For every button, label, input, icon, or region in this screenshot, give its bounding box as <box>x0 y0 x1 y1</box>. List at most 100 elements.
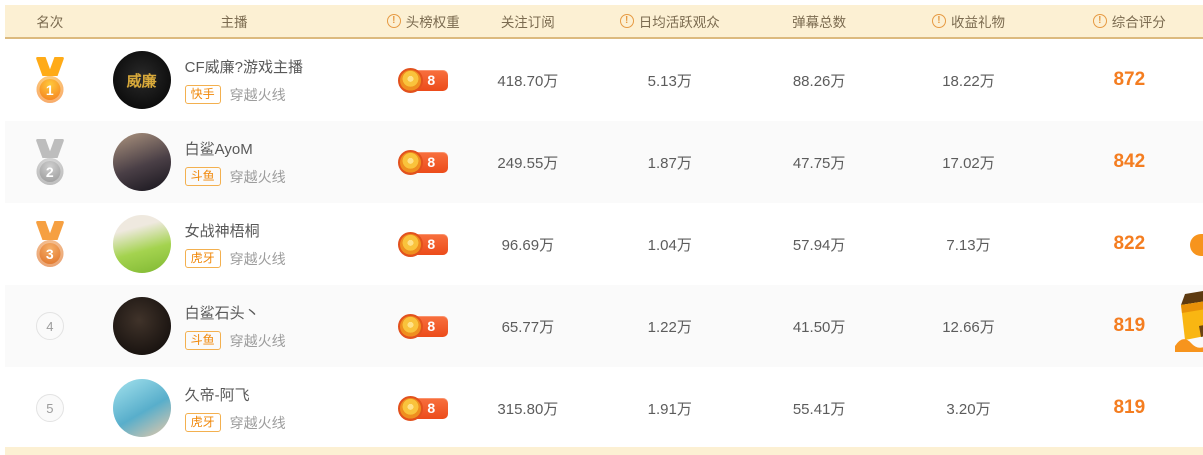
table-row[interactable]: 4 4 白鲨石头丶 斗鱼 穿越火线 <box>5 285 1203 367</box>
weight-cell: 8 <box>374 149 474 175</box>
weight-badge: 8 <box>398 149 449 175</box>
table-body: 1 1 威廉 CF威廉?游戏主播 快手 穿越火线 <box>5 39 1203 449</box>
table-header-cell: 名次 <box>5 11 95 31</box>
streamer-info: CF威廉?游戏主播 快手 穿越火线 <box>184 56 303 105</box>
rank-number: 2 <box>36 158 64 185</box>
streamer-name[interactable]: 久帝-阿飞 <box>184 386 250 404</box>
score-value: 872 <box>1113 69 1146 90</box>
rank-cell: 1 1 <box>5 57 95 103</box>
weight-medal-icon <box>398 313 424 339</box>
daily-viewers-value: 1.04万 <box>647 236 692 254</box>
streamer-meta: 虎牙 穿越火线 <box>184 249 286 269</box>
danmaku-value: 88.26万 <box>792 72 846 90</box>
game-name: 穿越火线 <box>229 250 286 267</box>
platform-tag: 斗鱼 <box>184 331 221 350</box>
rank-medal-icon: 2 <box>34 139 66 185</box>
weight-cell: 8 <box>374 67 474 93</box>
rank-number: 1 <box>36 76 64 103</box>
weight-badge: 8 <box>398 313 449 339</box>
table-header-cell: ! 头榜权重 <box>373 11 473 31</box>
column-label: 关注订阅 <box>500 15 555 30</box>
game-name: 穿越火线 <box>229 168 286 185</box>
streamer-info: 白鲨AyoM 斗鱼 穿越火线 <box>184 138 286 187</box>
info-icon[interactable]: ! <box>386 14 401 28</box>
weight-cell: 8 <box>374 313 474 339</box>
followers-value: 96.69万 <box>501 236 555 254</box>
streamer-name[interactable]: CF威廉?游戏主播 <box>184 58 303 76</box>
rank-cell: 5 5 <box>5 394 95 422</box>
platform-tag: 快手 <box>184 85 221 104</box>
gifts-value: 18.22万 <box>942 72 995 90</box>
streamer-cell: 白鲨AyoM 斗鱼 穿越火线 <box>95 133 374 191</box>
gifts-value: 17.02万 <box>942 154 995 172</box>
gifts-value: 12.66万 <box>942 318 995 336</box>
game-name: 穿越火线 <box>229 332 286 349</box>
rank-cell: 2 2 <box>5 139 95 185</box>
info-icon[interactable]: ! <box>931 14 946 28</box>
platform-tag: 虎牙 <box>184 249 221 268</box>
followers-value: 65.77万 <box>501 318 555 336</box>
streamer-cell: 久帝-阿飞 虎牙 穿越火线 <box>95 379 374 437</box>
score-value: 842 <box>1113 151 1146 172</box>
daily-viewers-value: 1.87万 <box>647 154 692 172</box>
table-row[interactable]: 1 1 威廉 CF威廉?游戏主播 快手 穿越火线 <box>5 39 1203 121</box>
weight-badge: 8 <box>398 67 449 93</box>
daily-viewers-value: 5.13万 <box>647 72 692 90</box>
game-name: 穿越火线 <box>229 414 286 431</box>
table-header-cell: ! 综合评分 <box>1056 11 1203 31</box>
score-value: 822 <box>1113 233 1146 254</box>
table-row[interactable]: 5 5 久帝-阿飞 虎牙 穿越火线 <box>5 367 1203 449</box>
weight-medal-icon <box>398 395 424 421</box>
column-label: 日均活跃观众 <box>638 15 720 30</box>
platform-tag: 斗鱼 <box>184 167 221 186</box>
avatar[interactable] <box>112 379 171 437</box>
avatar[interactable] <box>112 215 171 273</box>
floating-widget[interactable] <box>1175 234 1203 364</box>
streamer-name[interactable]: 白鲨AyoM <box>184 140 253 158</box>
platform-tag: 虎牙 <box>184 413 221 432</box>
info-icon[interactable]: ! <box>619 14 634 28</box>
table-header-cell: 弹幕总数 <box>757 11 881 31</box>
table-row[interactable]: 2 2 白鲨AyoM 斗鱼 穿越火线 <box>5 121 1203 203</box>
streamer-name[interactable]: 女战神梧桐 <box>184 222 260 240</box>
streamer-info: 白鲨石头丶 斗鱼 穿越火线 <box>184 302 286 351</box>
next-section-band <box>5 447 1203 455</box>
streamer-cell: 女战神梧桐 虎牙 穿越火线 <box>95 215 374 273</box>
avatar[interactable]: 威廉 <box>112 51 171 109</box>
rank-number: 3 <box>36 240 64 267</box>
table-row[interactable]: 3 3 女战神梧桐 虎牙 穿越火线 <box>5 203 1203 285</box>
streamer-meta: 斗鱼 穿越火线 <box>184 167 286 187</box>
table-header-row: 名次 主播 ! 头榜权重 关注订阅 ! <box>5 5 1203 39</box>
followers-value: 418.70万 <box>497 72 559 90</box>
avatar[interactable] <box>112 133 171 191</box>
treasure-box-icon[interactable] <box>1175 286 1203 356</box>
followers-value: 249.55万 <box>497 154 559 172</box>
info-icon[interactable]: ! <box>1092 14 1107 28</box>
table-header-cell: ! 日均活跃观众 <box>583 11 757 31</box>
column-label: 主播 <box>220 15 248 30</box>
avatar[interactable] <box>112 297 171 355</box>
weight-badge: 8 <box>398 395 449 421</box>
streamer-meta: 虎牙 穿越火线 <box>184 413 286 433</box>
weight-cell: 8 <box>374 231 474 257</box>
weight-medal-icon <box>398 67 424 93</box>
streamer-meta: 快手 穿越火线 <box>184 85 303 105</box>
danmaku-value: 55.41万 <box>792 400 846 418</box>
rank-cell: 4 4 <box>5 312 95 340</box>
score-value: 819 <box>1113 397 1146 418</box>
streamer-meta: 斗鱼 穿越火线 <box>184 331 286 351</box>
side-tab-icon[interactable] <box>1190 234 1203 256</box>
score-value: 819 <box>1113 315 1146 336</box>
column-label: 弹幕总数 <box>792 15 847 30</box>
ranking-table: 名次 主播 ! 头榜权重 关注订阅 ! <box>5 5 1203 449</box>
streamer-cell: 白鲨石头丶 斗鱼 穿越火线 <box>95 297 374 355</box>
rank-cell: 3 3 <box>5 221 95 267</box>
column-label: 名次 <box>36 15 64 30</box>
rank-number-plain: 4 <box>35 312 64 340</box>
column-label: 收益礼物 <box>950 15 1005 30</box>
rank-medal-icon: 3 <box>34 221 66 267</box>
column-label: 头榜权重 <box>405 15 460 30</box>
streamer-name[interactable]: 白鲨石头丶 <box>184 304 260 322</box>
streamer-info: 女战神梧桐 虎牙 穿越火线 <box>184 220 286 269</box>
